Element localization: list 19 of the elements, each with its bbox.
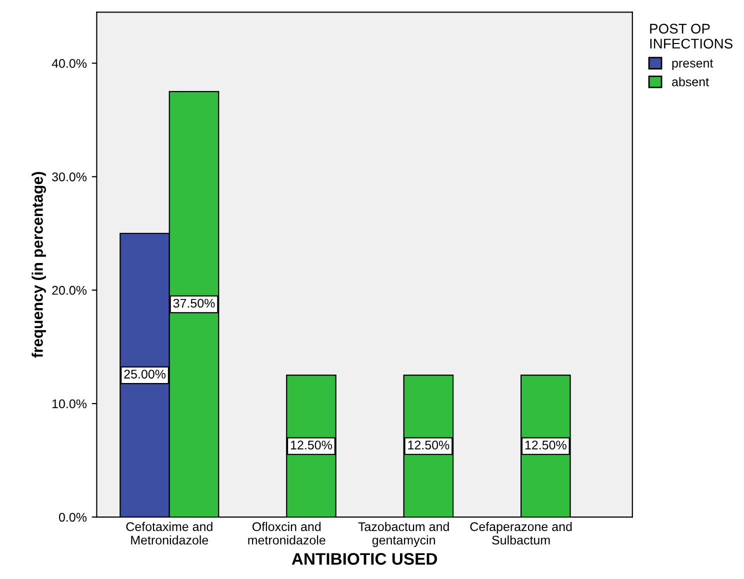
- y-axis-title: frequency (in percentage): [32, 172, 46, 358]
- legend-label: absent: [672, 77, 709, 86]
- x-tick-label: Cefotaxime and Metronidazole: [126, 522, 212, 545]
- data-label: 25.00%: [124, 370, 166, 379]
- y-tick-label: 10.0%: [52, 399, 87, 408]
- data-label: 12.50%: [408, 440, 450, 450]
- data-label: 12.50%: [290, 440, 332, 450]
- y-tick-label: 30.0%: [52, 172, 87, 182]
- legend-title: POST OP INFECTIONS: [650, 24, 732, 49]
- y-tick-label: 20.0%: [52, 286, 87, 295]
- y-tick-label: 0.0%: [58, 512, 87, 522]
- x-tick-label: Cefaperazone and Sulbactum: [470, 522, 572, 545]
- data-label: 37.50%: [173, 298, 215, 308]
- x-axis-title: ANTIBIOTIC USED: [292, 553, 438, 565]
- y-tick-label: 40.0%: [52, 59, 87, 68]
- x-tick-label: Tazobactum and gentamycin: [358, 522, 449, 548]
- data-label: 12.50%: [525, 440, 566, 450]
- x-tick-label: Ofloxcin and metronidazole: [248, 522, 326, 545]
- legend-label: present: [672, 59, 714, 70]
